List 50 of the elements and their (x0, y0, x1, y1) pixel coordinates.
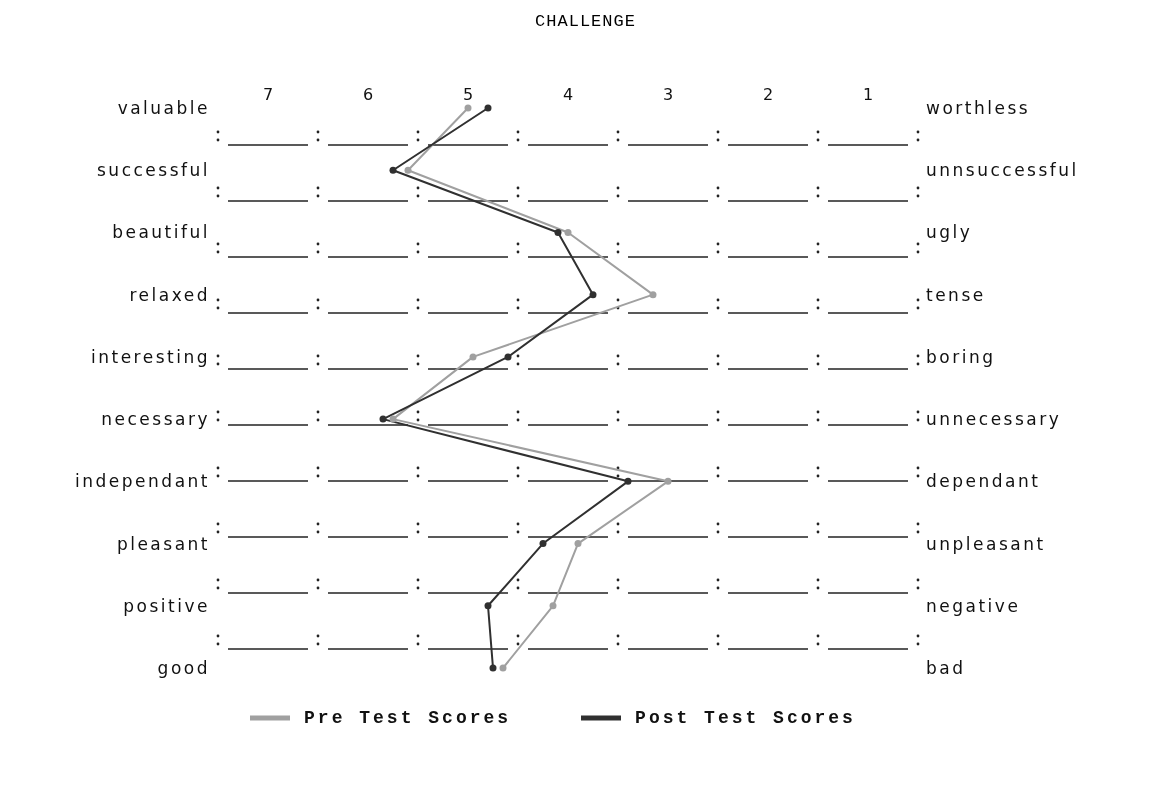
text: tense (926, 284, 986, 305)
point (484, 104, 492, 112)
y-tick-label: necessary (101, 409, 210, 430)
point (379, 415, 387, 423)
text: unpleasant (926, 533, 1046, 554)
point (649, 291, 657, 299)
y-tick-label: relaxed (129, 284, 210, 305)
text: ugly (926, 222, 973, 243)
y-tick-label: pleasant (116, 533, 210, 554)
y-tick-label: beautiful (112, 222, 210, 243)
point (464, 104, 472, 112)
point (469, 353, 477, 361)
y-tick-label: successful (97, 160, 210, 181)
point (664, 477, 672, 485)
text: boring (926, 346, 996, 367)
point (589, 291, 597, 299)
text: worthless (926, 98, 1031, 119)
text: negative (926, 595, 1021, 616)
point (484, 602, 492, 610)
point (574, 540, 582, 548)
x-tick-label: 1 (862, 85, 874, 104)
text: dependant (926, 471, 1041, 492)
y-tick-label: independant (75, 471, 210, 492)
y-tick-label: interesting (90, 346, 210, 367)
x-tick-label: 2 (762, 85, 774, 104)
text: unnecessary (926, 409, 1062, 430)
point (404, 166, 412, 174)
x-tick-label: 4 (562, 85, 574, 104)
point (554, 228, 562, 236)
point (504, 353, 512, 361)
chart-title: CHALLENGE (534, 11, 637, 33)
legend-label: Post Test Scores (635, 707, 856, 728)
text: unnsuccessful (926, 160, 1079, 181)
point (389, 166, 397, 174)
text: bad (926, 658, 966, 679)
point (389, 415, 397, 423)
point (549, 602, 557, 610)
point (624, 477, 632, 485)
point (499, 664, 507, 672)
x-tick-label: 6 (362, 85, 374, 104)
x-tick-label: 3 (662, 85, 674, 104)
point (539, 540, 547, 548)
point (489, 664, 497, 672)
y-tick-label: positive (123, 595, 210, 616)
y-tick-label: good (157, 658, 210, 679)
point (564, 228, 572, 236)
y-tick-label: valuable (117, 98, 210, 119)
x-tick-label: 7 (262, 85, 274, 104)
legend-label: Pre Test Scores (304, 707, 512, 728)
x-tick-label: 5 (462, 85, 474, 104)
